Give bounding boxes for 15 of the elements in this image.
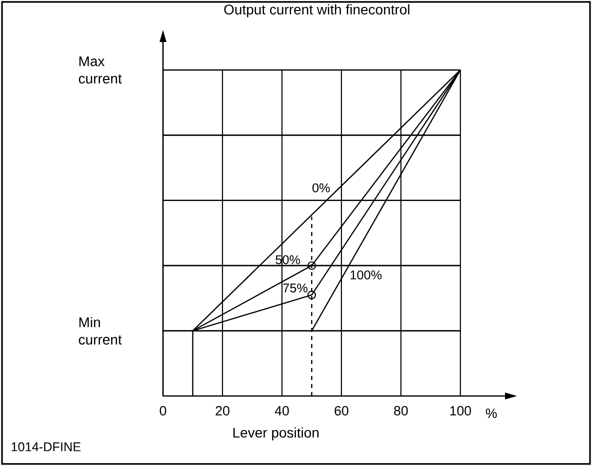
ref-line-label: Max current	[78, 56, 122, 84]
series-label: 75%	[283, 284, 308, 292]
series-label: 100%	[350, 270, 382, 280]
x-tick-label: 60	[334, 406, 348, 416]
x-tick-label: 80	[394, 406, 408, 416]
text: 1014-DFINE	[12, 442, 81, 452]
series-label: 0%	[312, 183, 330, 192]
text: %	[486, 408, 497, 418]
ref-line-label: Min current	[78, 316, 122, 345]
x-tick-label: 0	[160, 406, 166, 416]
chart-title: Output current with finecontrol	[224, 4, 410, 18]
x-tick-label: 40	[274, 406, 289, 416]
x-axis-title: Lever position	[233, 427, 319, 440]
x-tick-label: 20	[216, 406, 230, 416]
x-tick-label: 100	[450, 406, 471, 416]
